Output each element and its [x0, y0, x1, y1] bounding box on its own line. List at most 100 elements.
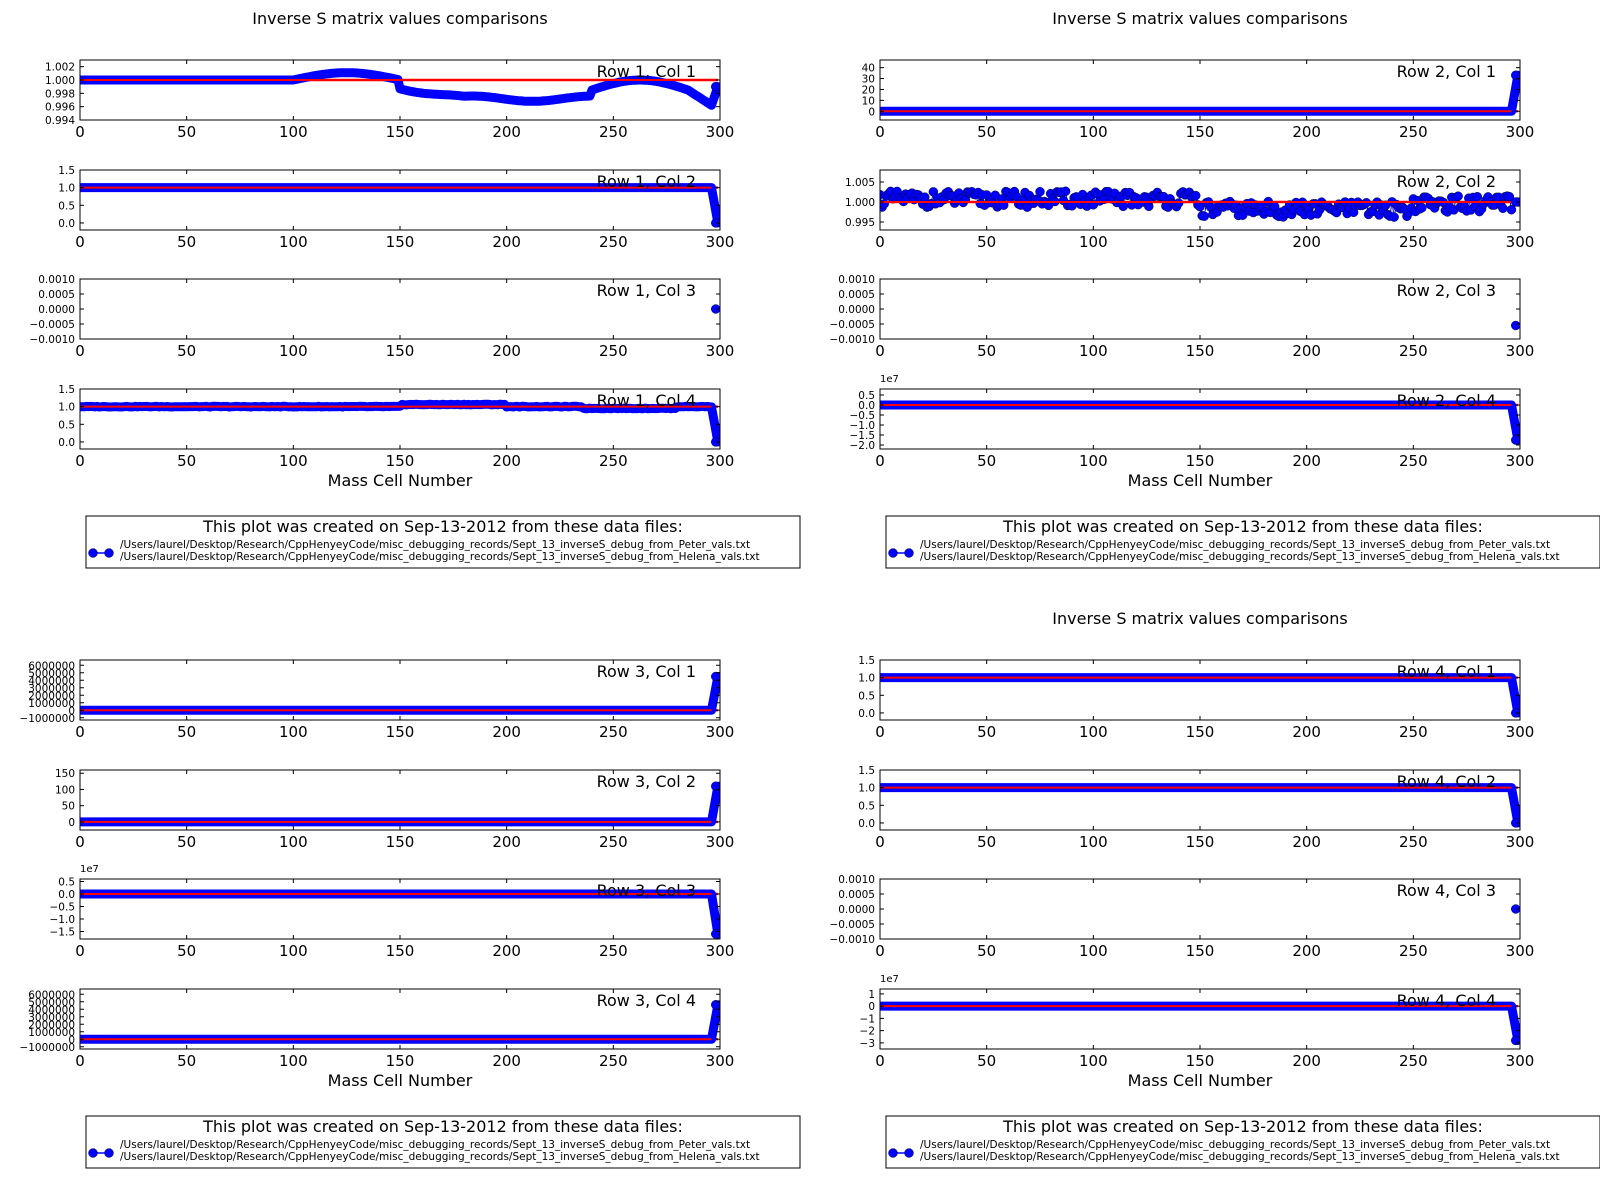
x-tick-label: 50 — [977, 452, 996, 470]
y-tick-label: 0.0010 — [38, 274, 75, 286]
chart-1: Inverse S matrix values comparisons 0 50 10… — [29, 9, 801, 569]
x-tick-label: 200 — [492, 942, 521, 960]
x-tick-label: 200 — [1292, 833, 1321, 851]
legend-entry: /Users/laurel/Desktop/Research/CppHenyey… — [920, 551, 1560, 563]
y-tick-label: 0.0 — [858, 708, 875, 720]
x-tick-label: 150 — [1186, 723, 1215, 741]
legend-marker-icon — [904, 548, 914, 558]
y-tick-label: −0.0010 — [829, 334, 875, 346]
x-tick-label: 150 — [386, 1052, 415, 1070]
x-tick-label: 0 — [875, 833, 885, 851]
x-tick-label: 50 — [177, 833, 196, 851]
x-tick-label: 250 — [599, 233, 628, 251]
legend-title: This plot was created on Sep-13-2012 fro… — [1002, 1117, 1483, 1136]
x-tick-label: 250 — [1399, 723, 1428, 741]
x-tick-label: 0 — [75, 723, 85, 741]
x-tick-label: 0 — [875, 723, 885, 741]
y-tick-label: 1.0 — [58, 402, 75, 414]
legend: This plot was created on Sep-13-2012 fro… — [885, 515, 1600, 569]
x-tick-label: 50 — [977, 1052, 996, 1070]
x-tick-label: 250 — [1399, 1052, 1428, 1070]
x-tick-label: 0 — [875, 452, 885, 470]
y-tick-label: 0.0 — [58, 889, 75, 901]
y-tick-label: 150 — [55, 768, 75, 780]
y-tick-label: 0.998 — [45, 88, 75, 100]
x-tick-label: 100 — [1079, 342, 1108, 360]
legend-title: This plot was created on Sep-13-2012 fro… — [202, 1117, 683, 1136]
x-tick-label: 0 — [875, 942, 885, 960]
legend-box — [85, 515, 801, 569]
x-tick-label: 0 — [875, 233, 885, 251]
x-tick-label: 150 — [1186, 1052, 1215, 1070]
panel: 0 50 100 150 200 250 300 −0.0010 −0.0005 0.0000 0.… — [829, 274, 1534, 360]
y-tick-label: −0.5 — [50, 902, 76, 914]
x-tick-label: 250 — [1399, 942, 1428, 960]
x-tick-label: 250 — [599, 452, 628, 470]
x-axis-label: Mass Cell Number — [1128, 1071, 1273, 1090]
legend-entry: /Users/laurel/Desktop/Research/CppHenyey… — [120, 539, 750, 551]
x-tick-label: 50 — [177, 342, 196, 360]
y-tick-label: 1 — [868, 989, 875, 1001]
x-tick-label: 150 — [386, 233, 415, 251]
x-tick-label: 100 — [279, 1052, 308, 1070]
x-tick-label: 50 — [977, 123, 996, 141]
legend-box — [85, 1115, 801, 1169]
x-tick-label: 50 — [977, 723, 996, 741]
y-tick-label: 1.5 — [58, 384, 75, 396]
data-point — [1191, 190, 1201, 201]
y-tick-label: −0.5 — [850, 410, 876, 422]
x-tick-label: 250 — [599, 1052, 628, 1070]
y-tick-label: 1.5 — [858, 655, 875, 667]
x-tick-label: 100 — [279, 233, 308, 251]
data-series-line — [880, 1005, 1519, 1041]
y-tick-label: 0.0000 — [38, 304, 75, 316]
panel-label: Row 1, Col 4 — [597, 391, 696, 410]
chart-title: Inverse S matrix values comparisons — [252, 9, 547, 28]
x-tick-label: 200 — [1292, 342, 1321, 360]
x-tick-label: 300 — [1506, 723, 1535, 741]
x-tick-label: 200 — [492, 342, 521, 360]
y-tick-label: 0.5 — [858, 690, 875, 702]
legend-marker-icon — [888, 1148, 898, 1158]
x-tick-label: 100 — [279, 833, 308, 851]
legend-marker-icon — [104, 1148, 114, 1158]
y-tick-label: 0.0000 — [838, 904, 875, 916]
x-tick-label: 200 — [492, 233, 521, 251]
y-tick-label: 0.0 — [58, 218, 75, 230]
x-tick-label: 100 — [279, 942, 308, 960]
y-tick-label: 2000000 — [28, 1019, 75, 1031]
panel: 0 50 100 150 200 250 300 0 50 100 150 Row 3, Col 2 — [55, 768, 734, 851]
y-tick-label: 30 — [862, 74, 875, 86]
y-tick-label: 6000000 — [28, 989, 75, 1001]
panel-label: Row 2, Col 4 — [1397, 391, 1496, 410]
y-tick-label: 1.5 — [858, 765, 875, 777]
data-band — [880, 783, 1520, 828]
y-tick-label: 10 — [862, 95, 875, 107]
data-series-line — [80, 786, 719, 823]
panel-label: Row 2, Col 1 — [1397, 62, 1496, 81]
data-point-last — [711, 81, 721, 92]
y-tick-label: −0.0010 — [829, 934, 875, 946]
y-tick-label: 20 — [862, 84, 875, 96]
y-tick-label: 0.5 — [58, 200, 75, 212]
x-tick-label: 250 — [599, 342, 628, 360]
x-tick-label: 0 — [75, 123, 85, 141]
data-series-line — [880, 677, 1519, 714]
panel-label: Row 3, Col 2 — [597, 772, 696, 791]
x-tick-label: 0 — [875, 1052, 885, 1070]
x-tick-label: 150 — [1186, 833, 1215, 851]
x-tick-label: 300 — [706, 942, 735, 960]
x-tick-label: 50 — [177, 942, 196, 960]
y-tick-label: 0.996 — [45, 102, 75, 114]
y-tick-label: −1.0 — [50, 914, 76, 926]
legend-marker-icon — [104, 548, 114, 558]
x-tick-label: 150 — [1186, 123, 1215, 141]
panel: 0 50 100 150 200 250 300 0.0 0.5 1.0 1.5 Row 4, Col… — [858, 655, 1534, 741]
legend-box — [885, 515, 1600, 569]
x-tick-label: 100 — [279, 452, 308, 470]
y-offset-label: 1e7 — [880, 974, 899, 985]
x-tick-label: 50 — [977, 942, 996, 960]
